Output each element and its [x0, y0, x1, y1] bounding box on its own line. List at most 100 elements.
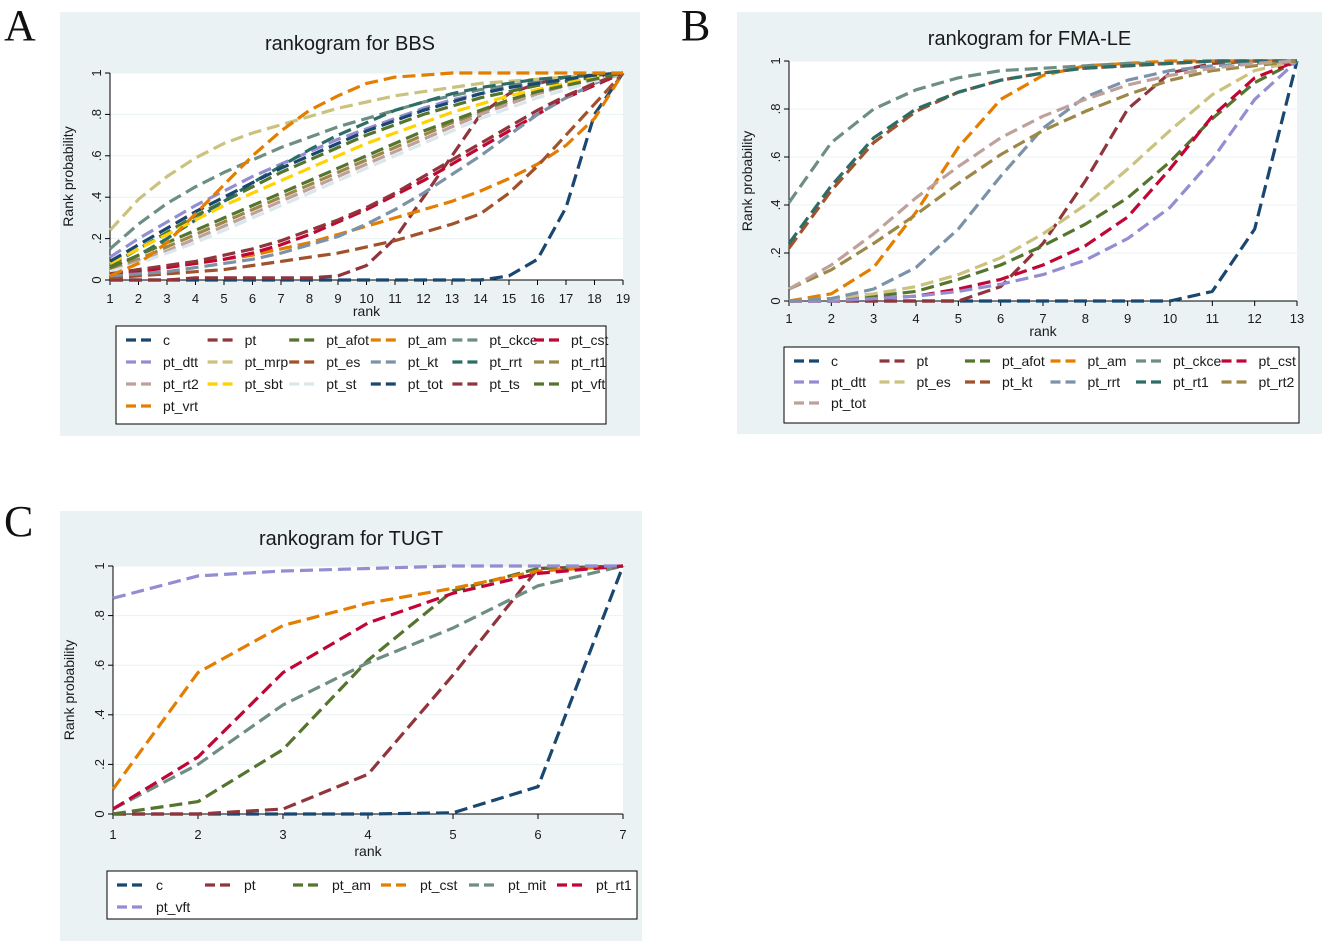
x-tick-label: 8	[306, 291, 313, 306]
chart-title: rankogram for TUGT	[259, 528, 443, 550]
legend-label-pt-kt: pt_kt	[1002, 374, 1032, 390]
series-line-pt-ckce	[108, 71, 624, 251]
legend-box	[106, 870, 638, 920]
y-axis-label: Rank probability	[60, 126, 76, 226]
series-line-pt-tot	[788, 59, 1298, 291]
series-line-pt-vrt	[109, 71, 623, 278]
x-tick-label: 4	[364, 827, 371, 842]
legend-label-c: c	[831, 353, 838, 369]
y-axis-label: Rank probability	[61, 640, 77, 740]
panel-letter-a: A	[4, 1, 36, 50]
x-tick-label: 1	[109, 827, 116, 842]
y-tick-label: .2	[89, 233, 104, 244]
legend-label-pt-vft: pt_vft	[571, 376, 605, 392]
legend-label-pt-vrt: pt_vrt	[163, 398, 198, 414]
series-line-pt-rt2	[788, 59, 1298, 291]
x-tick-label: 2	[194, 827, 201, 842]
legend-label-pt-mit: pt_mit	[508, 877, 546, 893]
y-tick-label: 0	[92, 810, 107, 817]
series-line-pt-am	[112, 564, 624, 816]
y-tick-label: .6	[89, 150, 104, 161]
rankogram-tugt-chart: rankogram for TUGT 0 .2 .4 .6 .8 1 1 2 3 4 5 6 7 rank R…	[60, 511, 642, 941]
legend-label-pt: pt	[245, 332, 257, 348]
legend-label-pt-st: pt_st	[326, 376, 356, 392]
x-tick-label: 5	[220, 291, 227, 306]
legend-label-pt-cst: pt_cst	[1259, 353, 1296, 369]
legend-label-pt-afot: pt_afot	[1002, 353, 1045, 369]
legend-label-pt-vft: pt_vft	[156, 899, 190, 915]
series-line-pt-cst	[111, 564, 624, 791]
legend-label-pt-dtt: pt_dtt	[831, 374, 866, 390]
x-tick-label: 12	[1247, 311, 1261, 326]
y-tick-label: 1	[92, 562, 107, 569]
legend-label-pt-mrp: pt_mrp	[245, 354, 289, 370]
x-tick-label: 16	[530, 291, 544, 306]
series-line-pt-rt1	[787, 59, 1297, 245]
x-tick-label: 13	[445, 291, 459, 306]
series-line-pt-dtt	[789, 59, 1299, 303]
series-line-pt-kt	[109, 71, 624, 278]
series-line-pt-rt2	[109, 71, 624, 274]
legend-label-pt-ckce: pt_ckce	[1173, 353, 1221, 369]
y-tick-label: .4	[92, 709, 107, 720]
series-line-pt-st	[109, 71, 624, 274]
plot-area	[789, 61, 1297, 301]
x-tick-label: 5	[449, 827, 456, 842]
series-line-pt-ts	[109, 71, 624, 276]
series-line-pt-rt1	[112, 564, 624, 811]
series-line-pt-mit	[112, 564, 624, 811]
x-tick-label: 2	[828, 311, 835, 326]
x-tick-label: 7	[277, 291, 284, 306]
y-tick-label: .8	[92, 610, 107, 621]
legend-label-pt-rt2: pt_rt2	[163, 376, 199, 392]
legend-label-pt-am: pt_am	[408, 332, 447, 348]
series-line-c	[110, 72, 625, 282]
x-axis-label: rank	[354, 843, 382, 859]
x-tick-label: 10	[1163, 311, 1177, 326]
legend-label-pt-es: pt_es	[326, 354, 360, 370]
x-axis-label: rank	[353, 303, 381, 319]
x-tick-label: 12	[416, 291, 430, 306]
series-line-pt-es	[788, 59, 1298, 303]
x-tick-label: 6	[534, 827, 541, 842]
legend-label-pt-tot: pt_tot	[831, 395, 866, 411]
legend-label-pt-rrt: pt_rrt	[1088, 374, 1121, 390]
legend-label-pt-cst: pt_cst	[571, 332, 608, 348]
y-tick-label: .2	[92, 759, 107, 770]
legend-label-pt-es: pt_es	[917, 374, 951, 390]
legend-label-pt-kt: pt_kt	[408, 354, 438, 370]
y-tick-label: .4	[89, 192, 104, 203]
x-tick-label: 11	[1206, 311, 1220, 326]
legend-label-pt-ts: pt_ts	[489, 376, 519, 392]
x-tick-label: 4	[912, 311, 919, 326]
legend-label-pt: pt	[244, 877, 256, 893]
rankogram-fmale-chart: rankogram for FMA-LE0.2.4.6.811 2 3 4 5 6 7 8 9 1…	[737, 12, 1322, 434]
panel-letter-b: B	[681, 1, 711, 50]
legend-label-pt-afot: pt_afot	[326, 332, 369, 348]
x-tick-label: 8	[1082, 311, 1089, 326]
legend-label-pt-rt1: pt_rt1	[1173, 374, 1209, 390]
legend-label-pt: pt	[917, 353, 929, 369]
y-tick-label: .2	[768, 248, 783, 259]
panel-letter-c: C	[4, 497, 34, 546]
x-tick-label: 2	[135, 291, 142, 306]
legend-label-pt-ckce: pt_ckce	[489, 332, 537, 348]
x-tick-label: 3	[279, 827, 286, 842]
y-tick-label: 1	[89, 69, 104, 76]
series-line-pt-es	[109, 71, 625, 280]
series-line-pt-sbt	[109, 71, 624, 265]
series-line-pt-tot	[109, 71, 624, 263]
series-line-pt	[113, 564, 624, 816]
y-tick-label: .8	[768, 104, 783, 115]
x-tick-label: 4	[192, 291, 199, 306]
y-axis-label: Rank probability	[739, 131, 755, 231]
chart-title: rankogram for BBS	[265, 33, 435, 55]
chart-title: rankogram for FMA-LE	[928, 28, 1131, 50]
x-tick-label: 18	[587, 291, 601, 306]
plot-area	[113, 566, 623, 814]
legend-label-pt-rrt: pt_rrt	[489, 354, 522, 370]
legend-box	[783, 346, 1300, 424]
x-tick-label: 19	[616, 291, 630, 306]
y-tick-label: 0	[768, 297, 783, 304]
x-tick-label: 9	[334, 291, 341, 306]
